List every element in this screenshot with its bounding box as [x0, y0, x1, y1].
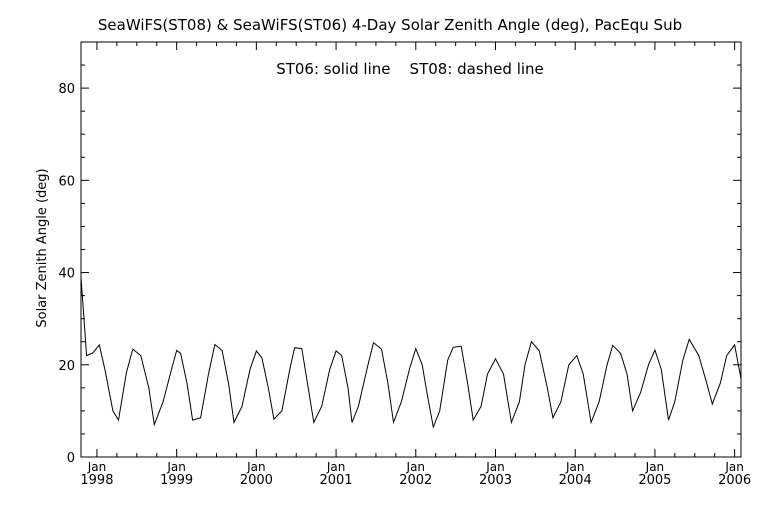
x-tick-year: 2001 [320, 473, 353, 488]
series-line-st06 [80, 277, 742, 429]
x-axis: Jan1998Jan1999Jan2000Jan2001Jan2002Jan20… [80, 42, 751, 488]
plot-frame [80, 41, 742, 458]
y-axis-label: Solar Zenith Angle (deg) [35, 168, 50, 327]
y-tick-label: 80 [58, 82, 75, 97]
x-tick-year: 2003 [479, 473, 512, 488]
x-tick-year: 2000 [240, 473, 273, 488]
series-layer [80, 277, 742, 429]
x-tick-month: Jan [724, 460, 744, 474]
legend-annotation: ST06: solid line ST08: dashed line [276, 60, 544, 78]
x-tick-month: Jan [645, 460, 665, 474]
x-tick-month: Jan [87, 460, 107, 474]
x-tick-month: Jan [485, 460, 505, 474]
y-axis: 0 20 40 60 80 [58, 64, 741, 466]
y-tick-label: 40 [58, 267, 75, 282]
x-tick-month: Jan [326, 460, 346, 474]
x-tick-month: Jan [406, 460, 426, 474]
x-tick-year: 1998 [80, 473, 113, 488]
x-tick-year: 2006 [718, 473, 751, 488]
x-tick-month: Jan [166, 460, 186, 474]
y-tick-label: 60 [58, 174, 75, 189]
y-tick-label: 0 [67, 451, 75, 466]
x-tick-year: 2004 [559, 473, 592, 488]
chart-title: SeaWiFS(ST08) & SeaWiFS(ST06) 4-Day Sola… [98, 16, 682, 34]
x-tick-year: 2005 [638, 473, 671, 488]
y-tick-label: 20 [58, 359, 75, 374]
x-tick-year: 2002 [399, 473, 432, 488]
x-tick-month: Jan [246, 460, 266, 474]
x-tick-year: 1999 [160, 473, 193, 488]
x-tick-month: Jan [565, 460, 585, 474]
